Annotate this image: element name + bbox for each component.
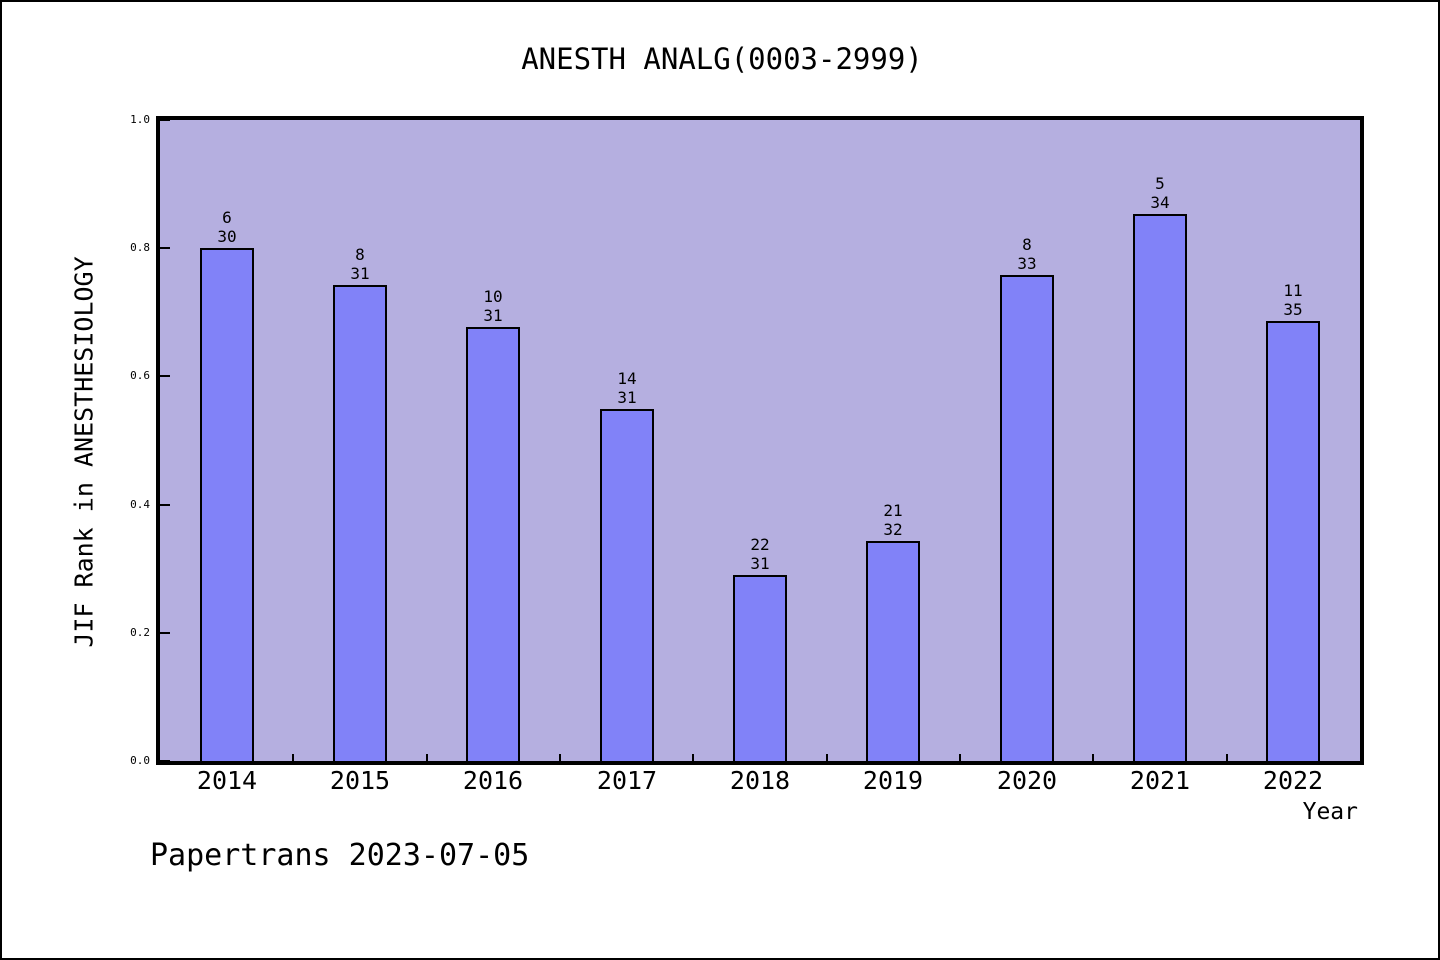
- y-tick-mark-1.0: [160, 120, 170, 121]
- y-tick-mark-0.8: [160, 247, 170, 249]
- y-tick-label-0.8: 0.8: [130, 241, 150, 254]
- bar-value-label-2015: 8 31: [315, 245, 405, 283]
- x-minor-tick: [692, 754, 694, 761]
- x-minor-tick: [826, 754, 828, 761]
- y-tick-mark-0.4: [160, 504, 170, 506]
- bar-size-2018: 31: [750, 554, 770, 573]
- bar-size-2015: 31: [350, 264, 370, 283]
- x-category-label-2019: 2019: [862, 766, 924, 795]
- bar-rank-2015: 8: [355, 245, 365, 264]
- bar-value-label-2014: 6 30: [182, 208, 272, 246]
- x-axis-label: Year: [1302, 799, 1358, 825]
- bar-value-label-2018: 22 31: [715, 535, 805, 573]
- bar-rank-2017: 14: [617, 369, 637, 388]
- y-tick-mark-0.6: [160, 375, 170, 377]
- bar-rank-2019: 21: [883, 501, 903, 520]
- x-category-label-2022: 2022: [1262, 766, 1324, 795]
- x-category-label-2014: 2014: [196, 766, 258, 795]
- bar-value-label-2022: 11 35: [1248, 281, 1338, 319]
- x-category-label-2021: 2021: [1129, 766, 1191, 795]
- bar-value-label-2017: 14 31: [582, 369, 672, 407]
- bar-2014: [200, 248, 254, 761]
- y-tick-label-1.0: 1.0: [130, 113, 150, 126]
- bar-value-label-2016: 10 31: [448, 287, 538, 325]
- y-axis-label: JIF Rank in ANESTHESIOLOGY: [69, 256, 99, 648]
- bar-value-label-2019: 21 32: [848, 501, 938, 539]
- y-tick-mark-0.2: [160, 632, 170, 634]
- plot-area: 6 30 8 31 10 31 14 31 22 31 21 32 8 33 5 34 11 35: [156, 116, 1364, 765]
- x-minor-tick: [559, 754, 561, 761]
- bar-2018: [733, 575, 787, 761]
- x-minor-tick: [1092, 754, 1094, 761]
- bar-2015: [333, 285, 387, 761]
- bar-size-2021: 34: [1150, 193, 1170, 212]
- bar-size-2014: 30: [217, 227, 237, 246]
- bar-rank-2021: 5: [1155, 174, 1165, 193]
- bar-rank-2018: 22: [750, 535, 770, 554]
- x-category-label-2018: 2018: [729, 766, 791, 795]
- bar-rank-2022: 11: [1283, 281, 1303, 300]
- y-tick-label-0.6: 0.6: [130, 369, 150, 382]
- x-minor-tick: [959, 754, 961, 761]
- bar-size-2020: 33: [1017, 254, 1037, 273]
- bar-rank-2016: 10: [483, 287, 503, 306]
- y-tick-label-0.0: 0.0: [130, 754, 150, 767]
- bar-size-2016: 31: [483, 306, 503, 325]
- bar-2021: [1133, 214, 1187, 761]
- x-category-label-2020: 2020: [996, 766, 1058, 795]
- bar-size-2022: 35: [1283, 300, 1303, 319]
- bar-value-label-2020: 8 33: [982, 235, 1072, 273]
- bar-2016: [466, 327, 520, 761]
- bar-2017: [600, 409, 654, 761]
- chart-title: ANESTH ANALG(0003-2999): [521, 42, 923, 76]
- x-category-label-2017: 2017: [596, 766, 658, 795]
- bar-rank-2014: 6: [222, 208, 232, 227]
- bar-2020: [1000, 275, 1054, 761]
- y-tick-mark-0.0: [160, 760, 170, 761]
- bar-rank-2020: 8: [1022, 235, 1032, 254]
- bar-2022: [1266, 321, 1320, 761]
- y-tick-label-0.4: 0.4: [130, 498, 150, 511]
- footer-note: Papertrans 2023-07-05: [150, 838, 530, 873]
- bar-value-label-2021: 5 34: [1115, 174, 1205, 212]
- bar-size-2019: 32: [883, 520, 903, 539]
- x-minor-tick: [426, 754, 428, 761]
- x-category-label-2015: 2015: [329, 766, 391, 795]
- y-tick-label-0.2: 0.2: [130, 626, 150, 639]
- bar-2019: [866, 541, 920, 761]
- x-category-label-2016: 2016: [462, 766, 524, 795]
- bar-size-2017: 31: [617, 388, 637, 407]
- x-minor-tick: [292, 754, 294, 761]
- x-minor-tick: [1226, 754, 1228, 761]
